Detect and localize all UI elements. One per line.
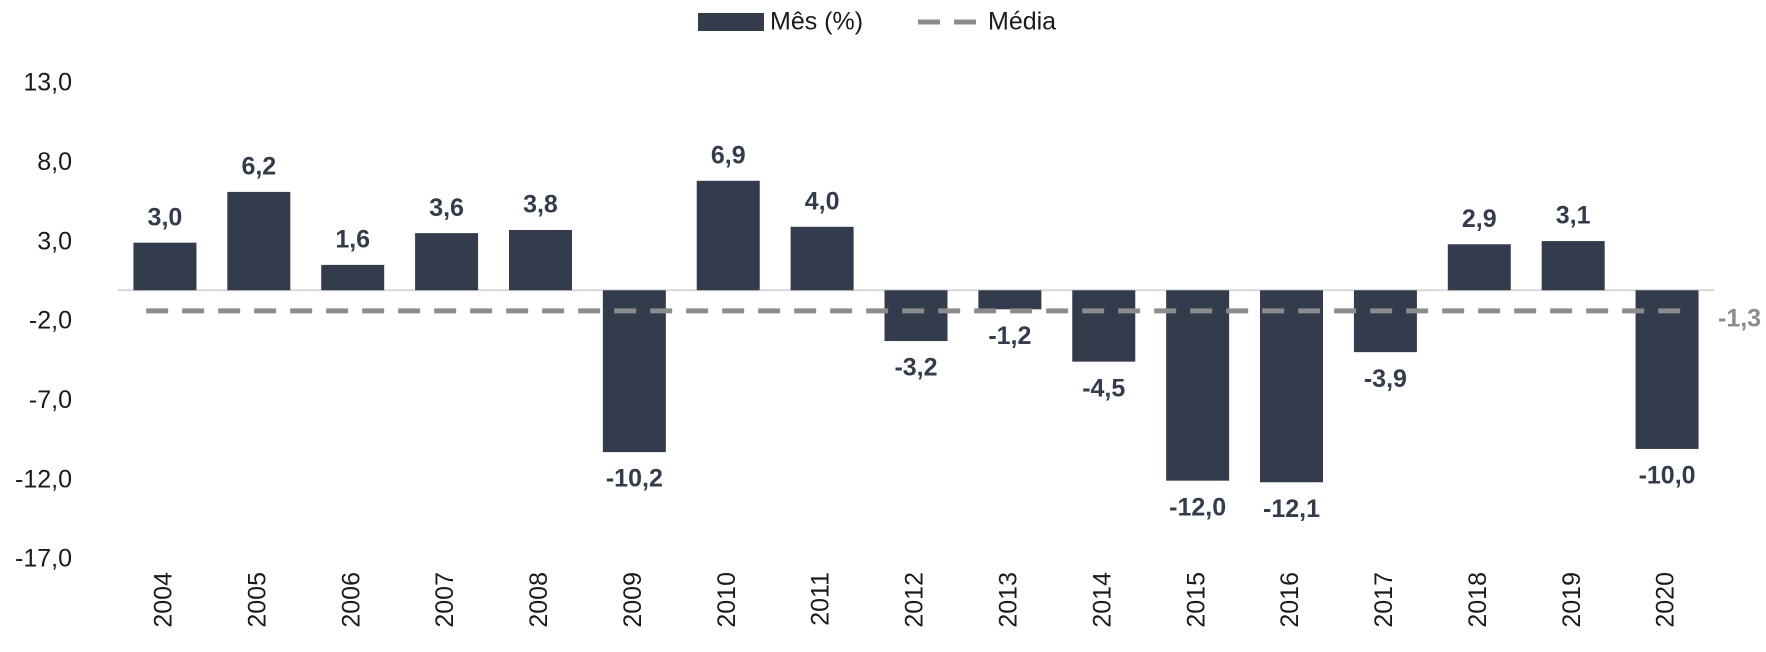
bar xyxy=(415,233,479,291)
value-label: 6,9 xyxy=(711,141,746,169)
value-label: -10,2 xyxy=(606,465,663,493)
mean-label: -1,3 xyxy=(1718,305,1761,333)
value-label: -10,0 xyxy=(1639,462,1696,490)
bar xyxy=(884,290,948,342)
y-tick-label: 3,0 xyxy=(37,227,72,255)
bar xyxy=(1635,290,1699,449)
bar xyxy=(1260,290,1324,483)
bar xyxy=(227,191,291,291)
y-tick-label: -2,0 xyxy=(29,307,72,335)
x-tick-label: 2007 xyxy=(431,572,459,628)
x-tick-label: 2006 xyxy=(337,572,365,628)
bar xyxy=(1353,290,1417,353)
bar xyxy=(1541,241,1605,291)
bar xyxy=(133,242,197,291)
y-tick-label: -17,0 xyxy=(15,545,72,573)
legend-swatch xyxy=(698,13,764,31)
value-label: 4,0 xyxy=(805,187,840,215)
value-label: 6,2 xyxy=(241,153,276,181)
value-label: 2,9 xyxy=(1462,205,1497,233)
x-tick-label: 2013 xyxy=(994,572,1022,628)
bar xyxy=(978,290,1042,310)
x-tick-label: 2005 xyxy=(243,572,271,628)
x-tick-label: 2020 xyxy=(1652,572,1680,628)
bar xyxy=(602,290,666,453)
x-tick-label: 2017 xyxy=(1370,572,1398,628)
value-label: -4,5 xyxy=(1082,374,1125,402)
x-tick-label: 2010 xyxy=(713,572,741,628)
value-label: -12,1 xyxy=(1263,495,1320,523)
x-tick-label: 2011 xyxy=(807,572,835,626)
value-label: -1,2 xyxy=(988,322,1031,350)
value-label: 3,0 xyxy=(148,203,183,231)
value-label: -3,9 xyxy=(1364,365,1407,393)
x-tick-label: 2016 xyxy=(1276,572,1304,628)
legend-label: Mês (%) xyxy=(770,8,863,36)
x-tick-label: 2019 xyxy=(1558,572,1586,628)
x-tick-label: 2018 xyxy=(1464,572,1492,628)
bar xyxy=(321,264,385,291)
y-tick-label: -7,0 xyxy=(29,386,72,414)
y-tick-label: 8,0 xyxy=(37,148,72,176)
value-label: 1,6 xyxy=(335,225,370,253)
bar xyxy=(1072,290,1136,362)
legend-label: Média xyxy=(988,8,1056,36)
bar xyxy=(696,180,760,291)
x-tick-label: 2012 xyxy=(901,572,929,628)
value-label: 3,8 xyxy=(523,191,558,219)
y-tick-label: -12,0 xyxy=(15,465,72,493)
value-label: -3,2 xyxy=(894,354,937,382)
value-label: 3,6 xyxy=(429,194,464,222)
value-label: 3,1 xyxy=(1556,202,1591,230)
x-tick-label: 2009 xyxy=(619,572,647,628)
value-label: -12,0 xyxy=(1169,493,1226,521)
bar xyxy=(508,229,572,291)
x-tick-label: 2015 xyxy=(1182,572,1210,628)
bar xyxy=(1166,290,1230,481)
x-tick-label: 2004 xyxy=(150,572,178,628)
bar xyxy=(1447,244,1511,291)
x-tick-label: 2014 xyxy=(1088,572,1116,628)
x-tick-label: 2008 xyxy=(525,572,553,628)
bar xyxy=(790,226,854,291)
y-tick-label: 13,0 xyxy=(23,69,72,97)
